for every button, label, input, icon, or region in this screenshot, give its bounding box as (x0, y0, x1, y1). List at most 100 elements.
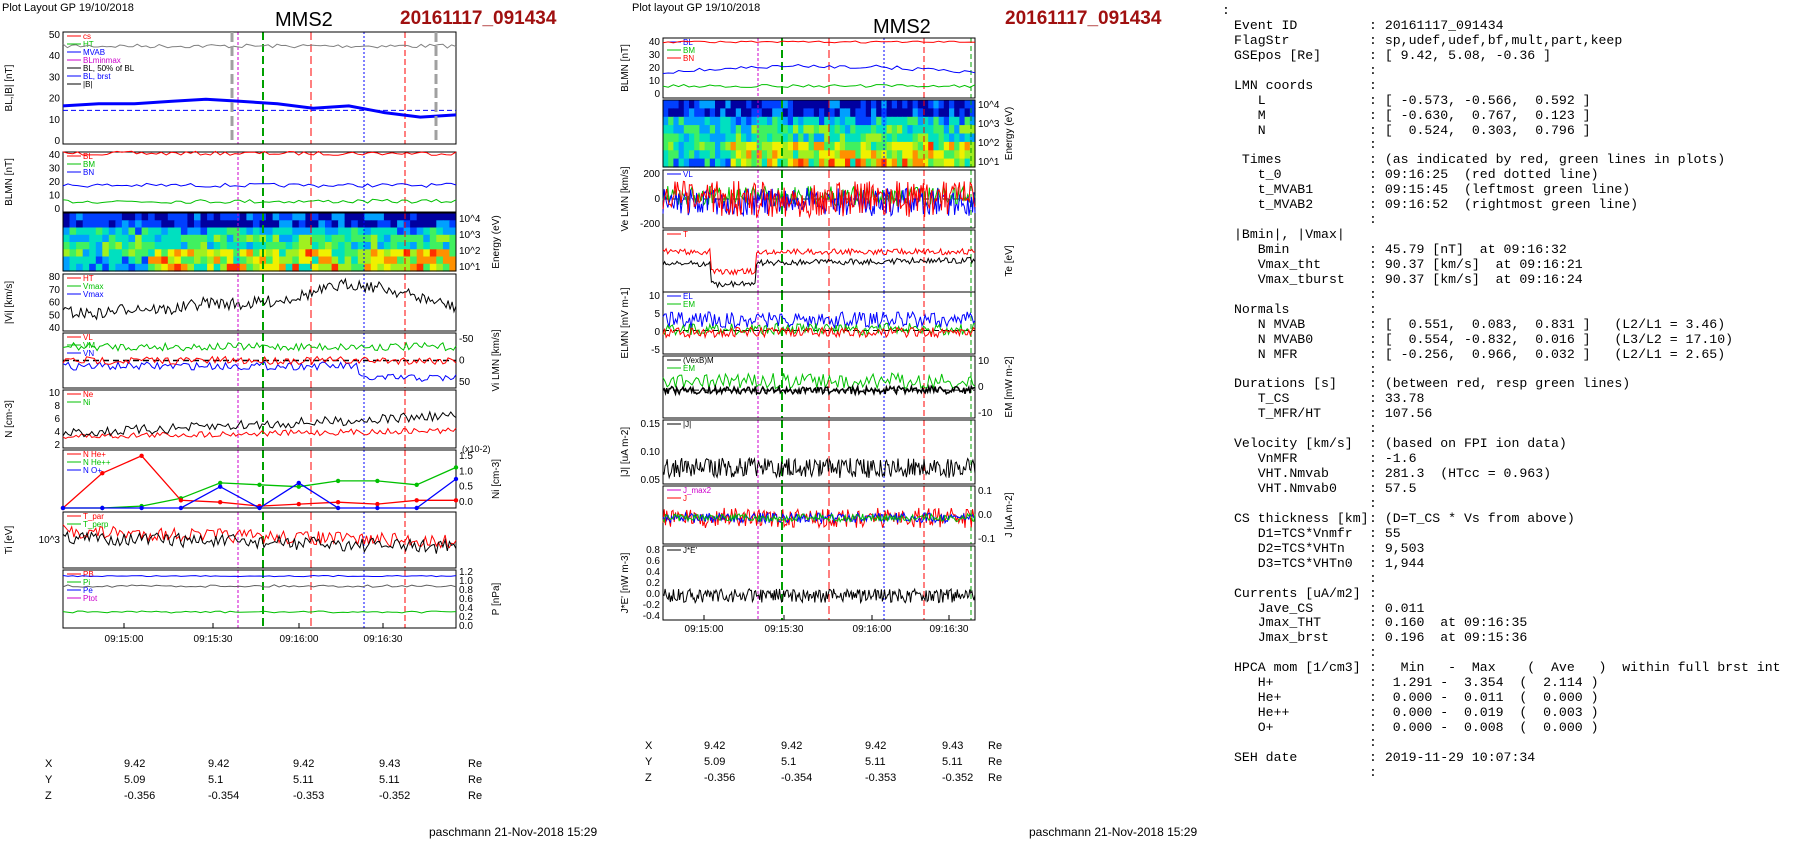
right-panel-6-frame (662, 419, 976, 485)
left-panel-7-series-Tpar (62, 524, 457, 549)
left-panel-5-ylabel: N [cm-3] (4, 400, 15, 438)
info-key: Event ID (1234, 17, 1298, 33)
left-panel-6-series-2-point-0 (60, 505, 66, 511)
left-panel-5-legend-0: Ne (83, 390, 94, 399)
right-panel-0-ytick-0: 0 (654, 89, 660, 100)
right-panel-8-ytick-1: -0.2 (643, 600, 661, 611)
info-key: N MVAB0 (1234, 331, 1314, 347)
left-panel-5-ytick-3: 8 (54, 401, 60, 412)
left-panel-1-ytick-2: 20 (49, 177, 61, 188)
left-panel-0-legend-6: |B| (83, 80, 93, 89)
left-panel-0-ytick-4: 40 (49, 51, 61, 62)
right-panel-6-ylabel: |J| [uA m-2] (620, 427, 631, 477)
right-panel-4-ytick-0: -5 (651, 345, 660, 356)
info-value: : [ -0.573, -0.566, 0.592 ] (1369, 92, 1591, 108)
info-row: D1=TCS*Vnmfr: 55 (1222, 526, 1802, 542)
left-panel-3-ytick-4: 80 (49, 272, 61, 283)
info-key: N (1234, 122, 1266, 138)
left-panel-1-series-2 (62, 198, 457, 204)
right-panel-1-ylabel: Energy (eV) (1004, 107, 1015, 160)
info-row: N: [ 0.524, 0.303, 0.796 ] (1222, 122, 1802, 139)
info-value: : (1369, 361, 1377, 377)
info-key: CS thickness [km] (1234, 510, 1369, 526)
info-key: Jmax_THT (1234, 615, 1322, 631)
left-panel-4-ytick-2: -50 (459, 334, 474, 345)
left-panel-0-ylabel: BL,|B| [nT] (4, 64, 15, 111)
right-xtick-3: 09:16:30 (930, 624, 969, 635)
left-panel-0-ytick-3: 30 (49, 72, 61, 83)
right-panel-7-ylabel: J [uA m-2] (1004, 492, 1015, 537)
left-panel-4-legend-1: VM (83, 341, 95, 350)
left-panel-6-series-2-point-1 (100, 505, 105, 511)
left-panel-6-series-2-point-8 (375, 505, 380, 511)
left-panel-2-ytick-1: 10^2 (459, 246, 481, 257)
left-coord-unit: Re (468, 790, 483, 802)
left-panel-6-series-0-point-4 (218, 480, 223, 486)
left-panel-8-legend-2: Pe (83, 586, 93, 595)
right-panel-8-ytick-3: 0.2 (646, 578, 660, 589)
left-panel-8-legend-3: Ptot (83, 594, 98, 603)
left-panel-3-legend-0: HT (83, 274, 94, 283)
right-panel-8-ytick-4: 0.4 (646, 567, 660, 578)
right-panel-3-series-Tpar (662, 247, 976, 276)
left-panel-6-series-0-point-9 (414, 482, 419, 487)
left-coord-value: 5.1 (208, 774, 224, 786)
info-row: N MVAB: [ 0.551, 0.083, 0.831 ] (L2/L1 =… (1222, 317, 1802, 333)
left-panel-6-series-1-point-4 (218, 500, 223, 505)
right-panel-2-ytick-0: -200 (640, 219, 660, 230)
info-row: O+: 0.000 - 0.008 ( 0.000 ) (1222, 720, 1802, 736)
info-key: Jmax_brst (1234, 630, 1329, 646)
info-value: : (1369, 301, 1377, 317)
info-value: : 0.011 (1369, 600, 1425, 616)
info-value: : (1369, 734, 1377, 750)
info-row: : (1222, 3, 1802, 19)
left-panel-5-ytick-2: 6 (54, 414, 60, 425)
right-coord-value: 9.42 (865, 740, 887, 752)
left-panel-6-series-2-point-7 (335, 505, 341, 511)
right-panel-0-ytick-4: 40 (649, 37, 661, 48)
info-value: : -1.6 (1369, 451, 1417, 467)
info-row: |Bmin|, |Vmax| (1222, 227, 1802, 243)
right-panel-4-ylabel: ELMN [mV m-1] (620, 287, 631, 358)
left-panel-8-legend-1: Pi (83, 578, 90, 587)
info-value: : 09:16:52 (rightmost green line) (1369, 197, 1639, 213)
info-key: SEH date (1234, 749, 1298, 765)
left-coord-value: 5.11 (293, 774, 314, 786)
right-panel-5-ytick-2: 10 (978, 356, 990, 367)
left-panel-8-ytick-3: 0.6 (459, 594, 473, 605)
right-panel-0-ytick-3: 30 (649, 50, 661, 61)
right-panel-8-ylabel: J*E' [nW m-3] (620, 552, 631, 613)
right-panel-6-ytick-0: 0.05 (641, 475, 661, 486)
left-panel-4-series-VN (62, 355, 457, 366)
left-panel-1-legend-2: BN (83, 168, 94, 177)
right-panel-2-legend-0: VL (683, 170, 693, 179)
info-key: t_MVAB1 (1234, 182, 1314, 198)
left-panel-6-series-1 (62, 455, 456, 509)
left-panel-7-series-Tperp (62, 530, 457, 554)
right-panel-7-ytick-1: 0.0 (978, 510, 992, 521)
left-panel-6-series-0-point-5 (257, 482, 262, 487)
left-panel-6-series-1-point-8 (375, 501, 380, 507)
info-row: VHT.Nmvab: 281.3 (HTcc = 0.963) (1222, 466, 1802, 482)
left-panel-5-series-Ne (62, 427, 457, 439)
right-panel-8-ytick-0: -0.4 (643, 611, 661, 622)
info-value: : (1369, 212, 1377, 228)
left-panel-2-ytick-2: 10^3 (459, 230, 481, 241)
left-panel-0-series-B (62, 43, 457, 49)
info-row: T_CS: 33.78 (1222, 391, 1802, 407)
right-coord-value: -0.353 (865, 772, 897, 784)
left-panel-6-series-0-point-7 (335, 478, 341, 484)
left-panel-6-series-2-point-10 (453, 476, 459, 482)
right-coord-value: -0.352 (942, 772, 974, 784)
left-panel-2-ytick-3: 10^4 (459, 214, 481, 225)
left-panel-8-ytick-2: 0.4 (459, 603, 473, 614)
left-coord-value: 5.09 (124, 774, 146, 786)
left-panel-7-legend-1: T_perp (83, 520, 109, 529)
left-panel-6-legend-1: N He++ (83, 458, 111, 467)
left-panel-6-series-1-point-6 (296, 501, 301, 507)
info-value: : 0.196 at 09:15:36 (1369, 630, 1528, 646)
right-panel-4-legend-1: EM (683, 300, 695, 309)
info-key: Velocity [km/s] (1234, 436, 1353, 452)
right-panel-8-ytick-2: 0.0 (646, 589, 660, 600)
right-panel-7-series-JM (662, 512, 976, 524)
